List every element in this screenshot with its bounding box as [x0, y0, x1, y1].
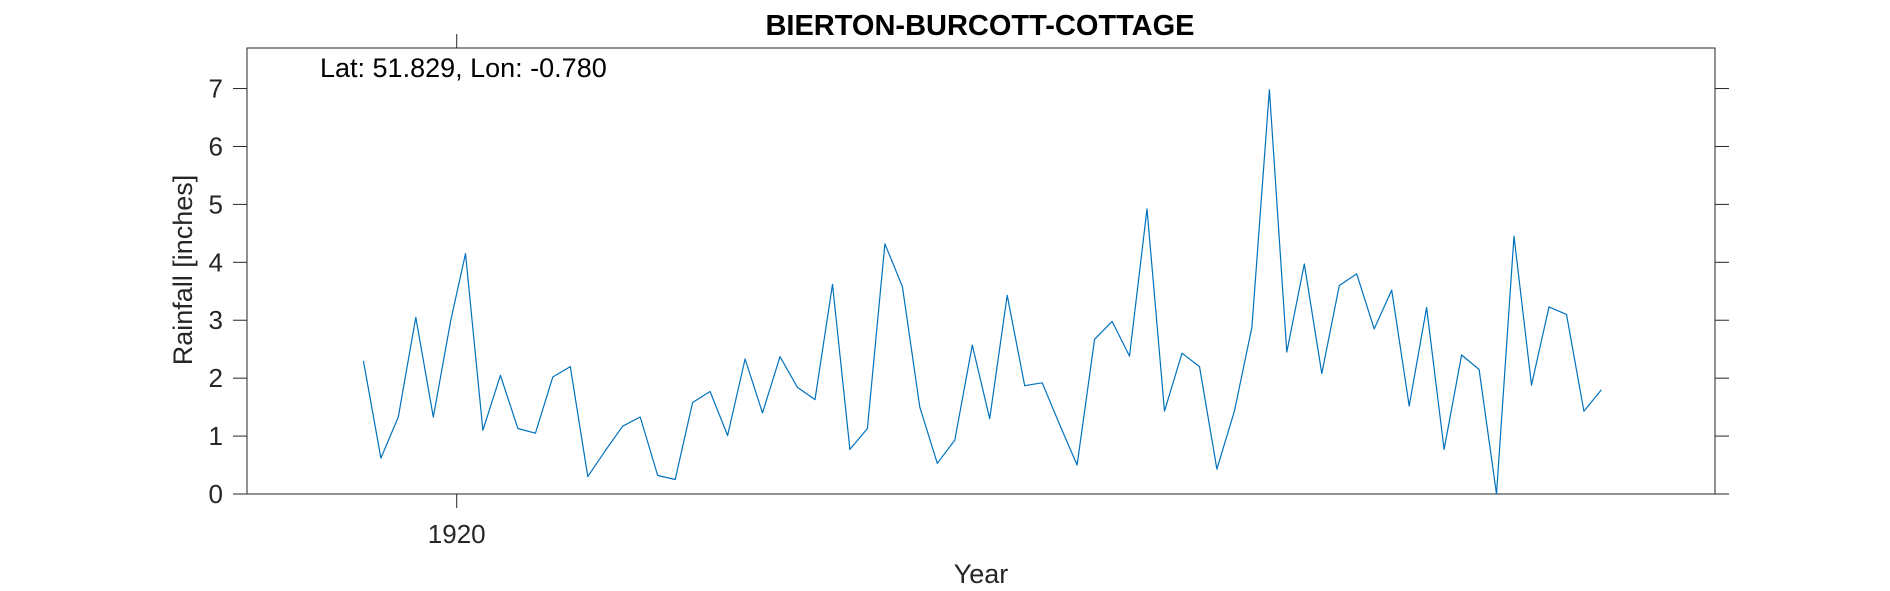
y-tick-label: 6 — [209, 131, 223, 161]
rainfall-series — [362, 89, 1602, 495]
y-tick-label: 2 — [209, 363, 223, 393]
chart-title: BIERTON-BURCOTT-COTTAGE — [765, 10, 1194, 42]
y-tick-label: 4 — [209, 247, 223, 277]
y-tick-label: 7 — [209, 74, 223, 104]
y-axis-label: Rainfall [inches] — [168, 175, 198, 366]
axis-ticks — [233, 34, 1729, 508]
plot-area — [246, 47, 1716, 495]
y-tick-label: 5 — [209, 189, 223, 219]
x-tick-label: 1920 — [428, 519, 486, 549]
station-coordinates-annotation: Lat: 51.829, Lon: -0.780 — [320, 53, 607, 83]
axis-tick-labels: 0 1 2 3 4 5 6 7 1920 — [209, 74, 486, 549]
series-line — [362, 89, 1602, 495]
y-tick-label: 3 — [209, 305, 223, 335]
x-axis-label: Year — [954, 559, 1009, 589]
y-tick-label: 0 — [209, 479, 223, 509]
y-tick-label: 1 — [209, 421, 223, 451]
